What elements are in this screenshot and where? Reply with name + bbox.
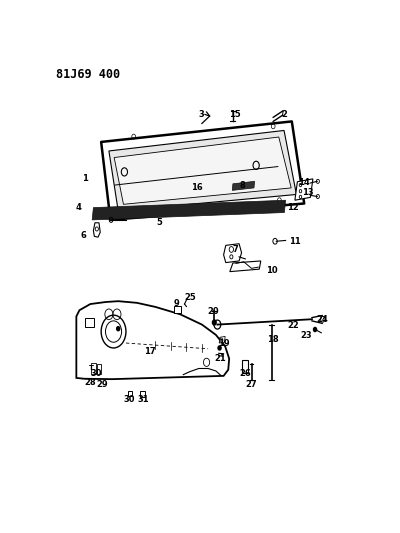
Text: 4: 4 — [76, 203, 82, 212]
Text: 8: 8 — [240, 181, 246, 190]
Text: 24: 24 — [316, 314, 328, 324]
Text: 25: 25 — [184, 293, 196, 302]
Text: 1: 1 — [82, 174, 88, 183]
Text: 30: 30 — [90, 369, 102, 378]
Polygon shape — [92, 200, 286, 220]
Text: 23: 23 — [300, 331, 312, 340]
FancyBboxPatch shape — [85, 318, 94, 327]
Text: 30: 30 — [123, 395, 135, 404]
Text: 31: 31 — [138, 395, 150, 404]
Text: 7: 7 — [232, 245, 238, 254]
Text: 81J69 400: 81J69 400 — [56, 68, 120, 80]
Circle shape — [314, 327, 317, 332]
Polygon shape — [140, 391, 145, 397]
Text: 28: 28 — [84, 378, 96, 387]
Text: T: T — [89, 366, 94, 372]
Circle shape — [117, 327, 120, 330]
Text: 20: 20 — [208, 308, 219, 317]
Polygon shape — [230, 261, 261, 272]
Text: 5: 5 — [156, 218, 162, 227]
Polygon shape — [114, 137, 291, 204]
FancyBboxPatch shape — [97, 364, 101, 374]
Text: 18: 18 — [267, 335, 279, 344]
FancyBboxPatch shape — [174, 306, 181, 313]
Text: 15: 15 — [230, 110, 241, 119]
Polygon shape — [295, 179, 313, 200]
Text: 12: 12 — [287, 203, 299, 212]
Circle shape — [218, 346, 221, 350]
Text: 19: 19 — [218, 339, 230, 348]
Text: 13: 13 — [302, 188, 314, 197]
Polygon shape — [101, 122, 304, 220]
Circle shape — [212, 320, 216, 325]
Polygon shape — [224, 244, 242, 263]
Text: 9: 9 — [174, 298, 179, 308]
Text: 6: 6 — [80, 231, 86, 240]
Polygon shape — [76, 301, 229, 379]
Text: 16: 16 — [191, 183, 202, 191]
Polygon shape — [232, 181, 255, 190]
Text: 11: 11 — [289, 237, 300, 246]
Text: 22: 22 — [288, 321, 299, 330]
Text: 2: 2 — [281, 110, 287, 119]
Polygon shape — [219, 336, 225, 343]
FancyBboxPatch shape — [91, 363, 96, 374]
Text: 21: 21 — [214, 354, 226, 363]
Text: 17: 17 — [144, 347, 156, 356]
Text: 14: 14 — [298, 177, 310, 187]
Polygon shape — [94, 223, 100, 237]
Text: 3: 3 — [198, 110, 204, 119]
Text: 27: 27 — [245, 381, 257, 390]
Text: 26: 26 — [240, 369, 251, 378]
FancyBboxPatch shape — [242, 360, 248, 374]
Polygon shape — [109, 131, 296, 211]
Text: 10: 10 — [266, 266, 278, 276]
Polygon shape — [128, 391, 132, 395]
Text: 29: 29 — [96, 381, 108, 390]
